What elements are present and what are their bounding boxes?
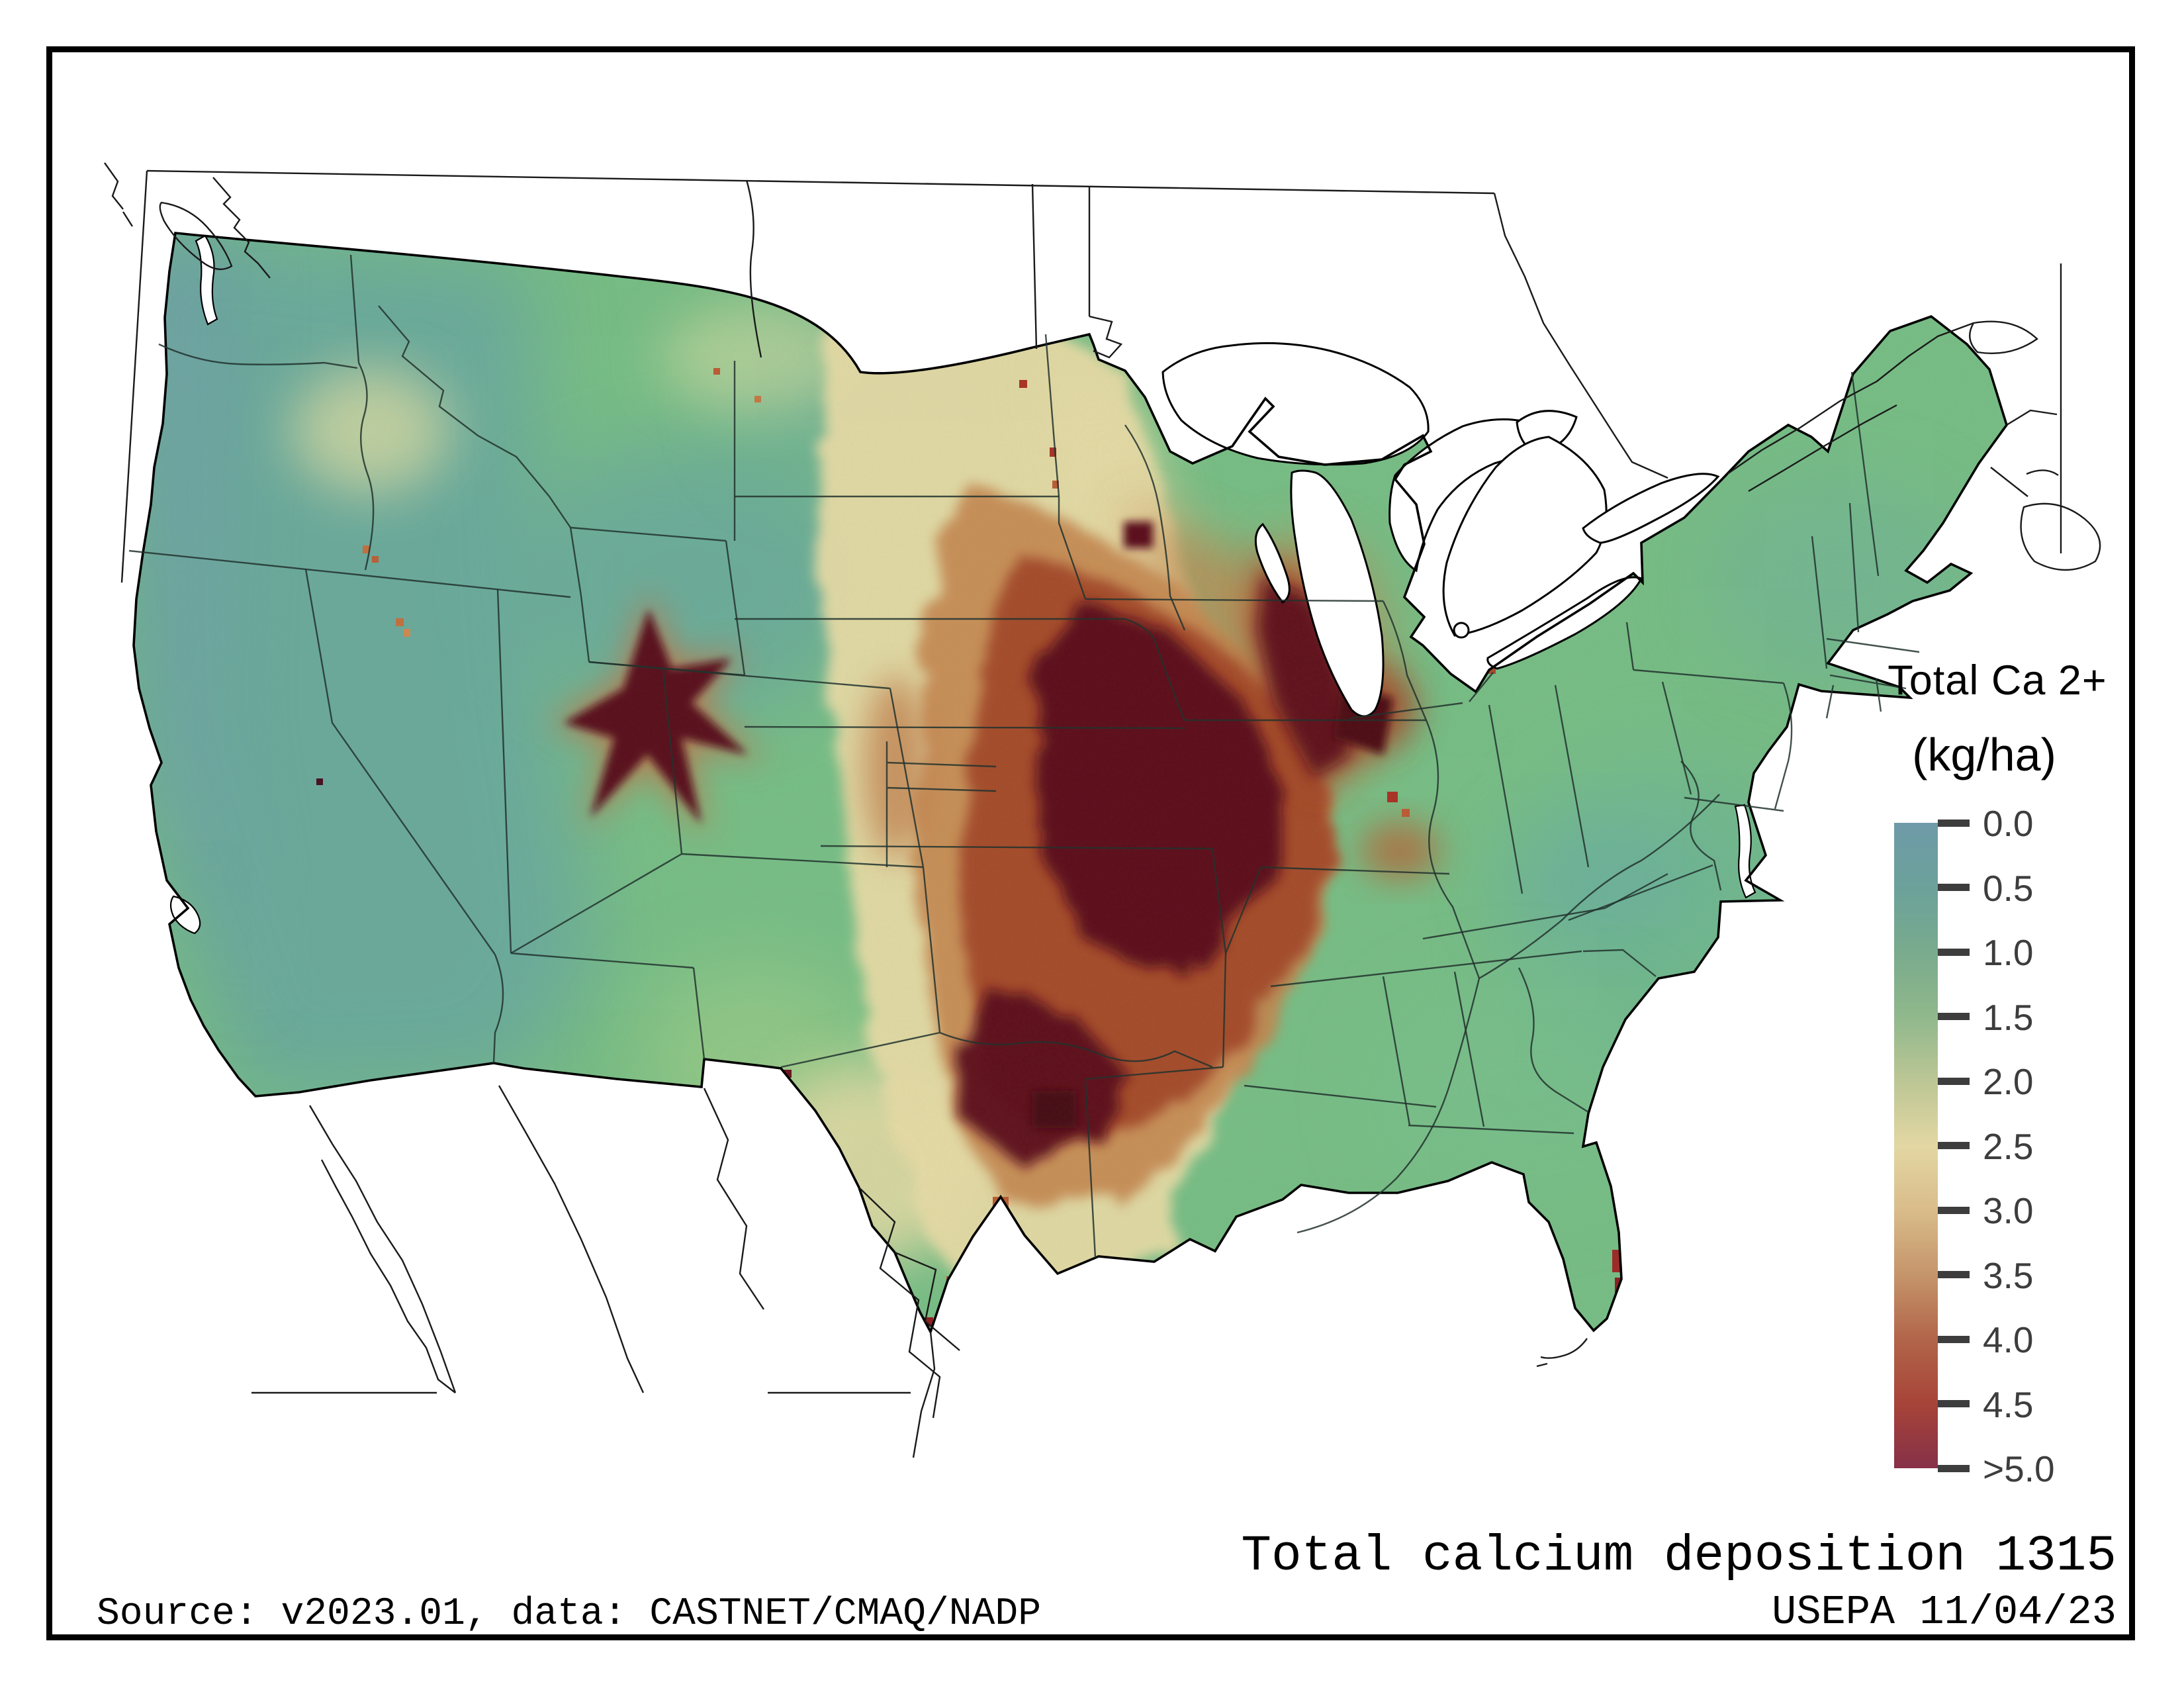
colorbar-tick-label: 2.0 bbox=[1983, 1061, 2034, 1102]
coastal-inlets bbox=[169, 234, 1756, 935]
map-neatline-top bbox=[146, 169, 1495, 195]
colorbar bbox=[1894, 823, 1938, 1468]
colorbar-tick-mark bbox=[1938, 948, 1970, 956]
colorbar-tick-label: 1.0 bbox=[1983, 932, 2034, 973]
puget-sound bbox=[195, 234, 218, 326]
state-borders bbox=[128, 254, 1920, 1258]
mexico-borders bbox=[251, 1085, 1588, 1458]
colorbar-tick-mark bbox=[1938, 1206, 1970, 1214]
colorbar-tick-mark bbox=[1938, 1335, 1970, 1343]
colorbar-tick-label: >5.0 bbox=[1983, 1448, 2055, 1489]
colorbar-tick-mark bbox=[1938, 1464, 1970, 1472]
map-neatline-left bbox=[120, 170, 148, 583]
lake-superior bbox=[1161, 342, 1430, 466]
colorbar-tick-label: 0.5 bbox=[1983, 867, 2034, 909]
colorbar-tick-mark bbox=[1938, 1271, 1970, 1278]
colorbar-tick-mark bbox=[1938, 1142, 1970, 1149]
chesapeake-bay bbox=[1734, 804, 1756, 899]
ontario-peninsula bbox=[1442, 436, 1608, 637]
legend-title: Total Ca 2+ bbox=[1888, 657, 2107, 704]
source-note: Source: v2023.01, data: CASTNET/CMAQ/NAD… bbox=[97, 1593, 1042, 1636]
san-francisco-bay bbox=[169, 895, 201, 935]
lake-erie bbox=[1486, 576, 1643, 670]
canada-borders bbox=[104, 162, 2101, 583]
colorbar-tick-label: 4.5 bbox=[1983, 1383, 2034, 1425]
colorbar-tick-mark bbox=[1938, 1013, 1970, 1020]
map-caption: Total calcium deposition 1315 bbox=[1241, 1528, 2116, 1585]
lake-huron bbox=[1388, 418, 1539, 573]
colorbar-tick-label: 3.5 bbox=[1983, 1254, 2034, 1296]
colorbar-tick-label: 0.0 bbox=[1983, 803, 2034, 844]
agency-datestamp: USEPA 11/04/23 bbox=[1772, 1589, 2116, 1636]
colorbar-tick-label: 4.0 bbox=[1983, 1319, 2034, 1360]
legend-units: (kg/ha) bbox=[1912, 729, 2056, 780]
green-bay bbox=[1254, 522, 1291, 604]
lake-michigan bbox=[1290, 469, 1385, 718]
lake-st-clair bbox=[1453, 622, 1470, 639]
lake-ontario bbox=[1582, 473, 1720, 544]
florida-keys bbox=[1536, 1338, 1588, 1368]
colorbar-tick-label: 3.0 bbox=[1983, 1190, 2034, 1231]
colorbar-tick-label: 2.5 bbox=[1983, 1125, 2034, 1167]
colorbar-tick-mark bbox=[1938, 1077, 1970, 1085]
colorbar-tick-label: 1.5 bbox=[1983, 996, 2034, 1038]
colorbar-tick-mark bbox=[1938, 884, 1970, 891]
great-lakes bbox=[1161, 342, 1720, 718]
colorbar-tick-mark bbox=[1938, 819, 1970, 827]
colorbar-tick-mark bbox=[1938, 1400, 1970, 1407]
